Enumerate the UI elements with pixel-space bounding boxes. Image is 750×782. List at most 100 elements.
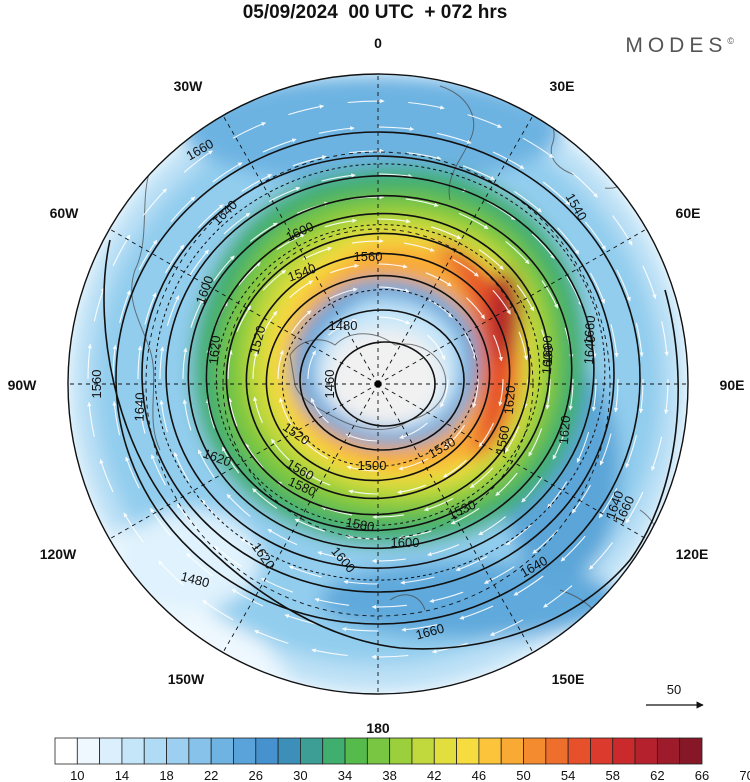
streamline-arrow <box>159 346 165 380</box>
colorbar-tick-label: 34 <box>338 768 352 782</box>
streamline-arrow <box>119 290 131 324</box>
colorbar-swatch <box>411 737 435 765</box>
streamline-arrow <box>489 619 524 636</box>
longitude-label: 150E <box>552 671 585 687</box>
streamline-arrow <box>571 484 591 514</box>
streamline-arrow <box>304 471 331 486</box>
longitude-labels: 0 30E 60E 90E 120E 150E 180 150W 120W 90W 60W 30W <box>8 35 745 736</box>
streamline-arrow <box>150 507 172 537</box>
streamline-arrow <box>290 310 312 334</box>
longitude-label: 60E <box>676 205 701 221</box>
streamline-arrow <box>599 433 612 466</box>
colorbar-swatch <box>366 737 391 765</box>
streamline-arrow <box>610 324 619 358</box>
streamline-arrow <box>327 287 358 300</box>
streamline-arrow <box>589 542 614 570</box>
longitude-label: 90W <box>8 377 38 393</box>
streamline-arrow <box>464 332 478 361</box>
streamline-arrow <box>294 518 325 532</box>
streamline-arrow <box>303 440 329 460</box>
streamline-arrow <box>165 244 185 274</box>
streamline-arrow <box>125 456 140 489</box>
streamline-arrow <box>625 434 637 468</box>
streamline-arrow <box>613 378 619 413</box>
colorbar-swatch <box>121 737 145 765</box>
streamline-arrow <box>214 545 243 568</box>
streamline-arrow <box>590 272 606 304</box>
streamline-arrow <box>635 322 644 357</box>
streamline-arrow <box>245 443 264 469</box>
colorbar-tick-label: 70 <box>739 768 750 782</box>
colorbar-swatch <box>322 737 346 765</box>
streamline-arrow <box>442 459 467 478</box>
streamline-arrow <box>186 552 214 577</box>
streamline-arrow <box>522 137 554 159</box>
streamline-arrow <box>144 292 157 325</box>
colorbar-tick-label: 46 <box>472 768 486 782</box>
streamline-arrow <box>324 218 357 228</box>
streamline-arrow <box>372 514 405 520</box>
streamline-arrow <box>138 239 158 270</box>
streamline-arrow <box>427 334 446 361</box>
streamline-arrow <box>513 575 544 596</box>
streamline-arrow <box>431 226 462 240</box>
streamline-arrow <box>406 152 442 161</box>
longitude-label: 150W <box>168 671 205 687</box>
streamline-arrow <box>377 218 411 224</box>
streamline-arrow <box>492 151 525 170</box>
streamline-arrow <box>528 428 543 457</box>
streamline-arrow <box>541 280 559 309</box>
colorbar-swatch <box>634 737 658 765</box>
streamline-arrow <box>227 349 233 380</box>
streamline-arrow <box>545 378 551 410</box>
streamline-arrow <box>616 269 631 302</box>
brand-name: MODES <box>625 34 728 57</box>
streamline-arrow <box>478 249 504 270</box>
streamline-arrow <box>576 431 590 463</box>
streamline-arrow <box>123 512 144 543</box>
contour-label: 1500 <box>358 458 387 473</box>
streamline-arrow <box>377 263 408 269</box>
colorbar-swatch <box>656 737 681 765</box>
colorbar-swatch <box>478 737 502 765</box>
streamline-arrow <box>183 150 213 173</box>
colorbar-tick-label: 38 <box>382 768 396 782</box>
streamline-arrow <box>439 378 449 408</box>
streamline-arrow <box>310 397 329 424</box>
streamline-arrow <box>288 565 322 578</box>
longitude-label: 30W <box>174 78 204 94</box>
streamline-arrow <box>452 259 479 277</box>
streamline-arrow <box>642 265 657 300</box>
streamline-arrow <box>170 196 196 223</box>
streamline-arrow <box>651 436 663 471</box>
streamline-arrow <box>240 537 270 557</box>
streamline-arrow <box>277 350 284 380</box>
streamline-arrow <box>213 255 235 281</box>
colorbar-swatch <box>188 737 212 765</box>
streamline-arrow <box>466 297 486 320</box>
streamline-arrow <box>584 221 606 251</box>
streamline-arrow <box>444 424 466 448</box>
colorbar-swatch <box>612 737 636 765</box>
streamline-arrow <box>516 284 535 312</box>
height-contours-dashed <box>154 163 606 581</box>
streamline-arrow <box>638 378 644 414</box>
streamline-arrow <box>400 576 435 585</box>
streamline-arrow <box>478 422 495 447</box>
streamline-arrow <box>531 233 555 259</box>
contour-label: 1560 <box>493 424 513 455</box>
streamline-arrow <box>427 544 460 557</box>
streamline-arrow <box>467 114 502 129</box>
streamline-arrow <box>317 551 351 560</box>
colorbar-tick-label: 22 <box>204 768 218 782</box>
streamline-arrow <box>241 174 272 192</box>
streamline-arrow <box>492 289 511 315</box>
streamline-arrow <box>201 499 225 525</box>
streamline-arrow <box>87 401 95 437</box>
contour-label: 1600 <box>540 336 555 365</box>
streamline-arrow <box>278 397 292 426</box>
streamline-arrow <box>314 597 350 606</box>
streamline-arrow <box>542 181 570 206</box>
streamline-arrow <box>197 449 215 478</box>
streamline-arrow <box>190 298 204 328</box>
